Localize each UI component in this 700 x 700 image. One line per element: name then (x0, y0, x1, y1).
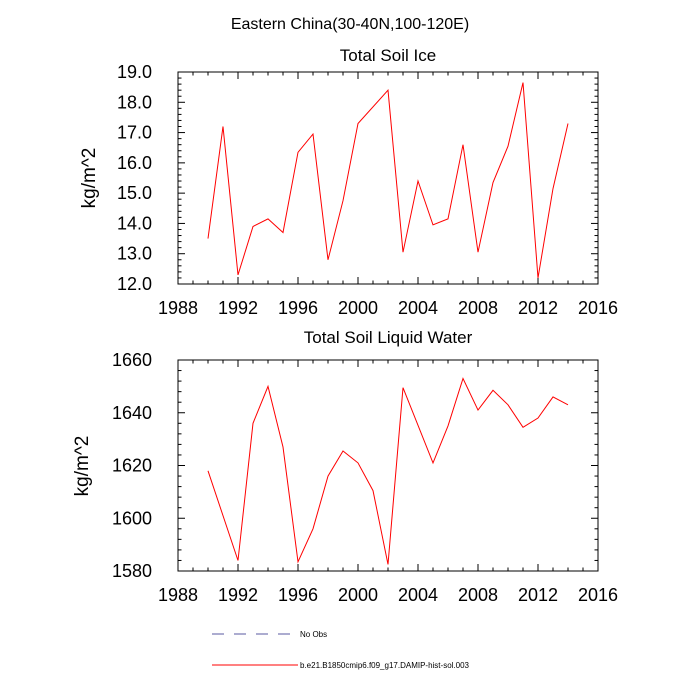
x-tick-label: 2012 (518, 298, 558, 318)
x-tick-label: 2008 (458, 585, 498, 605)
chart-panel-soil-ice: Total Soil Ice kg/m^2 1988 1992 1996 2000 20… (79, 46, 618, 318)
series-line-soil-liquid-water (207, 377, 569, 565)
y-tick-label: 1620 (112, 456, 152, 476)
x-tick-label: 2004 (398, 298, 438, 318)
y-tick-label: 14.0 (117, 213, 152, 233)
legend: No Obs b.e21.B1850cmip6.f09_g17.DAMIP-hi… (212, 630, 470, 670)
x-tick-label: 1996 (278, 298, 318, 318)
chart-title-soil-ice: Total Soil Ice (340, 46, 436, 65)
plot-frame-soil-liquid-water (177, 359, 599, 572)
y-tick-label: 1600 (112, 508, 152, 528)
x-tick-label: 1988 (158, 298, 198, 318)
plot-frame-soil-ice (177, 71, 599, 285)
y-axis-label-soil-liquid-water: kg/m^2 (72, 436, 93, 497)
x-tick-label: 1988 (158, 585, 198, 605)
figure-title: Eastern China(30-40N,100-120E) (231, 16, 469, 33)
y-tick-label: 13.0 (117, 244, 152, 264)
y-tick-label: 12.0 (117, 274, 152, 294)
x-tick-label: 2016 (578, 585, 618, 605)
y-tick-label: 17.0 (117, 123, 152, 143)
chart-title-soil-liquid-water: Total Soil Liquid Water (304, 328, 473, 347)
y-axis-label-soil-ice: kg/m^2 (79, 148, 100, 209)
x-tick-label: 2000 (338, 298, 378, 318)
x-tick-label: 1996 (278, 585, 318, 605)
x-tick-label: 1992 (218, 585, 258, 605)
x-tick-label: 2016 (578, 298, 618, 318)
y-tick-label: 1660 (112, 350, 152, 370)
chart-panel-soil-liquid-water: Total Soil Liquid Water kg/m^2 1988 1992 1… (72, 328, 618, 605)
y-tick-label: 1580 (112, 561, 152, 581)
y-tick-label: 16.0 (117, 153, 152, 173)
x-tick-label: 2008 (458, 298, 498, 318)
series-line-soil-ice (207, 82, 569, 278)
y-tick-label: 19.0 (117, 62, 152, 82)
y-tick-label: 15.0 (117, 183, 152, 203)
legend-label-no-obs: No Obs (300, 630, 327, 639)
y-tick-label: 18.0 (117, 92, 152, 112)
x-tick-label: 2004 (398, 585, 438, 605)
y-tick-label: 1640 (112, 403, 152, 423)
legend-label-model: b.e21.B1850cmip6.f09_g17.DAMIP-hist-sol.… (300, 661, 470, 670)
x-tick-label: 1992 (218, 298, 258, 318)
x-tick-label: 2012 (518, 585, 558, 605)
x-tick-label: 2000 (338, 585, 378, 605)
